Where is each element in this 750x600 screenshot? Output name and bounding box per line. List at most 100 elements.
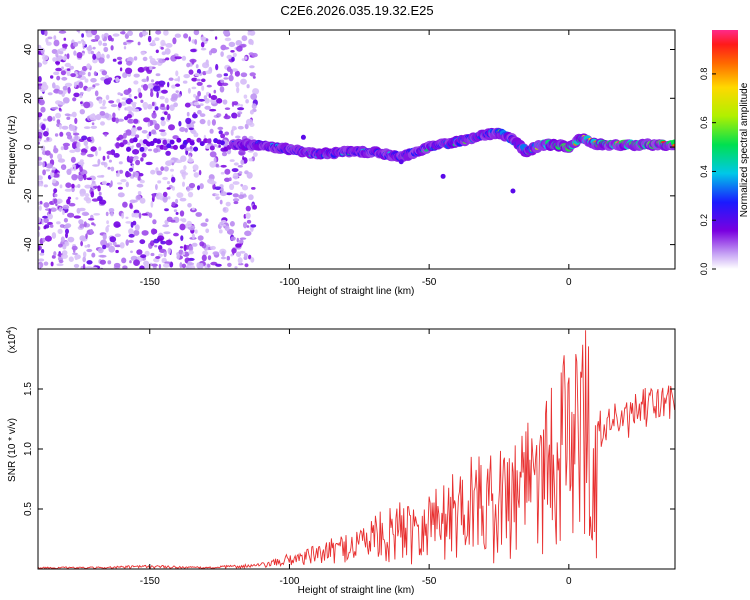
noise-cell (136, 249, 143, 255)
noise-cell (66, 116, 71, 121)
ridge-cell (196, 137, 202, 143)
noise-cell (230, 236, 236, 241)
noise-cell (84, 184, 92, 189)
noise-cell (158, 253, 163, 257)
noise-cell (171, 176, 176, 183)
noise-cell (188, 264, 196, 269)
noise-cell (85, 145, 89, 150)
noise-cell (86, 46, 93, 51)
noise-cell (162, 224, 170, 228)
noise-cell (186, 262, 195, 266)
noise-cell (64, 62, 72, 68)
noise-cell (158, 129, 166, 132)
noise-cell (137, 67, 145, 73)
noise-cell (205, 218, 209, 223)
noise-cell (128, 167, 134, 172)
noise-cell (172, 37, 177, 45)
noise-cell (128, 156, 135, 162)
noise-cell (195, 212, 202, 217)
noise-cell (191, 59, 195, 65)
noise-cell (41, 84, 49, 91)
noise-cell (109, 184, 112, 188)
noise-cell (237, 113, 241, 118)
noise-cell (125, 181, 129, 188)
noise-cell (56, 75, 61, 81)
noise-cell (170, 55, 178, 62)
noise-cell (63, 145, 69, 151)
noise-cell (200, 42, 205, 48)
noise-cell (214, 36, 218, 40)
noise-cell (157, 235, 165, 241)
noise-cell (67, 86, 71, 94)
noise-cell (199, 183, 204, 190)
noise-cell (125, 239, 129, 246)
noise-cell (107, 155, 110, 160)
noise-cell (52, 116, 56, 121)
noise-cell (66, 68, 71, 71)
noise-cell (238, 171, 243, 175)
noise-cell (98, 57, 105, 64)
noise-cell (118, 161, 123, 165)
noise-cell (84, 245, 88, 248)
noise-cell (246, 219, 252, 224)
noise-cell (227, 262, 232, 267)
noise-cell (79, 235, 86, 242)
noise-cell (230, 50, 235, 53)
noise-cell (47, 221, 53, 226)
noise-cell (86, 63, 91, 70)
noise-cell (69, 149, 76, 153)
noise-cell (72, 97, 77, 102)
noise-cell (243, 253, 248, 258)
y-tick-label: -40 (23, 237, 34, 252)
noise-cell (81, 33, 84, 38)
noise-cell (175, 212, 179, 215)
noise-cell (226, 54, 233, 60)
noise-cell (38, 156, 43, 161)
noise-cell (163, 231, 171, 235)
noise-cell (120, 101, 127, 106)
noise-cell (68, 202, 76, 207)
noise-cell (83, 212, 90, 216)
noise-cell (150, 79, 155, 83)
snr-x-axis: -150 -100 -50 0 (140, 329, 572, 587)
noise-cell (224, 107, 231, 110)
noise-cell (170, 219, 176, 223)
noise-cell (149, 58, 156, 65)
noise-cell (117, 182, 123, 185)
noise-cell (143, 264, 150, 269)
noise-cell (117, 61, 123, 65)
ridge-cell (156, 138, 162, 144)
noise-cell (205, 228, 210, 234)
noise-cell (62, 244, 67, 250)
ridge-cell (206, 138, 212, 144)
noise-cell (117, 118, 124, 122)
noise-cell (91, 198, 99, 202)
noise-cell (221, 250, 226, 257)
noise-cell (230, 253, 233, 257)
noise-cell (138, 92, 143, 99)
noise-cell (171, 93, 178, 101)
noise-cell (222, 30, 230, 36)
noise-cell (117, 186, 123, 190)
noise-cell (53, 145, 57, 152)
ridge-cell (176, 137, 182, 143)
noise-cell (115, 117, 119, 124)
noise-cell (168, 159, 175, 163)
noise-cell (97, 158, 101, 166)
x-tick-label: -150 (140, 277, 160, 288)
noise-cell (214, 186, 222, 190)
noise-cell (191, 86, 197, 90)
noise-cell (223, 46, 230, 50)
noise-cell (194, 72, 200, 77)
noise-cell (166, 104, 170, 111)
noise-cell (196, 81, 203, 86)
noise-cell (67, 236, 75, 243)
noise-cell (105, 94, 110, 100)
noise-cell (182, 251, 186, 256)
noise-cell (196, 78, 201, 82)
noise-cell (44, 150, 51, 156)
noise-cell (57, 153, 63, 160)
noise-cell (171, 201, 176, 207)
noise-cell (228, 41, 236, 48)
